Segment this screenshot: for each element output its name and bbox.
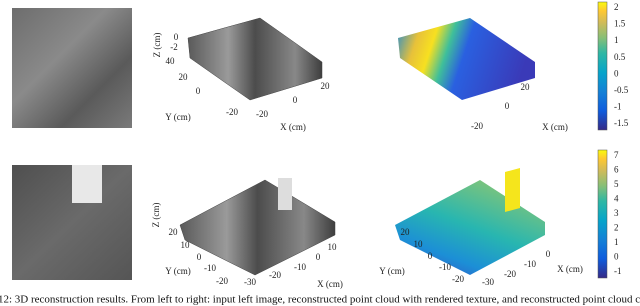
colored-surface bbox=[398, 18, 535, 100]
tick-label: -30 bbox=[244, 277, 256, 287]
axis-label: Z (cm) bbox=[152, 33, 162, 58]
colorbar-tick-label: 0 bbox=[614, 68, 619, 78]
tick-label: 0 bbox=[546, 249, 551, 259]
tick-label: 0 bbox=[174, 32, 179, 42]
tick-label: 0 bbox=[428, 251, 433, 261]
tick-label: 10 bbox=[414, 239, 424, 249]
colorbar-tick-label: -1.5 bbox=[614, 118, 629, 128]
colorbar-tick-label: -0.5 bbox=[614, 85, 629, 95]
tick-label: -20 bbox=[504, 269, 516, 279]
colorbar-tick-label: 4 bbox=[614, 194, 619, 204]
colorbar-tick-label: 6 bbox=[614, 165, 619, 175]
tick-label: 20 bbox=[321, 81, 331, 91]
tick-label: 10 bbox=[181, 240, 191, 250]
axis-label: Y (cm) bbox=[165, 112, 190, 122]
tick-label: 0 bbox=[197, 252, 202, 262]
tick-label: -20 bbox=[269, 270, 281, 280]
tick-label: -2 bbox=[170, 42, 178, 52]
tick-label: -10 bbox=[439, 262, 451, 272]
axis-label: Z (cm) bbox=[151, 203, 161, 228]
input-image bbox=[12, 8, 132, 128]
axis-label: X (cm) bbox=[317, 279, 343, 289]
colored-surface bbox=[395, 180, 545, 275]
tick-label: 20 bbox=[401, 227, 411, 237]
pole bbox=[278, 178, 292, 210]
pole bbox=[505, 168, 520, 212]
colorbar-tick-label: 2 bbox=[614, 2, 619, 12]
axis-label: X (cm) bbox=[280, 122, 306, 132]
tick-label: -30 bbox=[482, 277, 494, 287]
colorbar-tick-label: -1 bbox=[614, 266, 622, 276]
axis-label: Y (cm) bbox=[165, 266, 190, 276]
colorbar bbox=[597, 149, 608, 279]
tick-label: 0 bbox=[505, 101, 510, 111]
tick-label: -20 bbox=[226, 107, 238, 117]
tick-label: 0 bbox=[316, 252, 321, 262]
colorbar-tick-label: 1 bbox=[614, 237, 619, 247]
tick-label: -20 bbox=[471, 121, 483, 131]
caption: 12: 3D reconstruction results. From left… bbox=[0, 294, 640, 306]
pole bbox=[72, 165, 102, 203]
colorbar-tick-label: 0.5 bbox=[614, 52, 626, 62]
colorbar-tick-label: 7 bbox=[614, 150, 619, 160]
colorbar-tick-label: 0 bbox=[614, 252, 619, 262]
tick-label: -10 bbox=[294, 262, 306, 272]
colorbar bbox=[597, 1, 608, 131]
tick-label: -10 bbox=[524, 259, 536, 269]
colorbar-tick-label: 2 bbox=[614, 223, 619, 233]
axis-label: X (cm) bbox=[542, 122, 568, 132]
tick-label: -10 bbox=[204, 263, 216, 273]
tick-label: 40 bbox=[166, 56, 176, 66]
tick-label: 20 bbox=[169, 227, 179, 237]
colorbar-tick-label: 5 bbox=[614, 179, 619, 189]
tick-label: -20 bbox=[256, 109, 268, 119]
tick-label: -20 bbox=[216, 276, 228, 286]
colorbar-tick-label: -1 bbox=[614, 101, 622, 111]
tick-label: 20 bbox=[179, 72, 189, 82]
tick-label: -20 bbox=[452, 274, 464, 284]
axis-label: Y (cm) bbox=[379, 266, 404, 276]
textured-surface bbox=[179, 179, 336, 276]
tick-label: 20 bbox=[521, 82, 531, 92]
tick-label: 0 bbox=[196, 86, 201, 96]
colorbar-tick-label: 1.5 bbox=[614, 19, 626, 29]
axis-label: X (cm) bbox=[557, 264, 583, 274]
colorbar-tick-label: 3 bbox=[614, 208, 619, 218]
colorbar-tick-label: 1 bbox=[614, 35, 619, 45]
textured-surface bbox=[187, 17, 323, 101]
tick-label: 0 bbox=[293, 95, 298, 105]
tick-label: 10 bbox=[328, 242, 338, 252]
